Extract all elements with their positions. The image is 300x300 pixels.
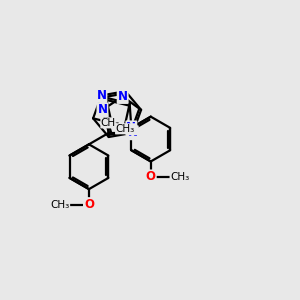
Text: CH₃: CH₃ [50,200,70,210]
Text: N: N [96,89,106,102]
Text: CH₃: CH₃ [116,124,135,134]
Text: N: N [128,126,138,139]
Text: N: N [98,103,107,116]
Text: CH₃: CH₃ [170,172,189,182]
Text: CH₃: CH₃ [101,118,120,128]
Text: N: N [126,122,136,134]
Text: N: N [118,90,128,103]
Text: O: O [84,198,94,211]
Text: O: O [146,170,156,183]
